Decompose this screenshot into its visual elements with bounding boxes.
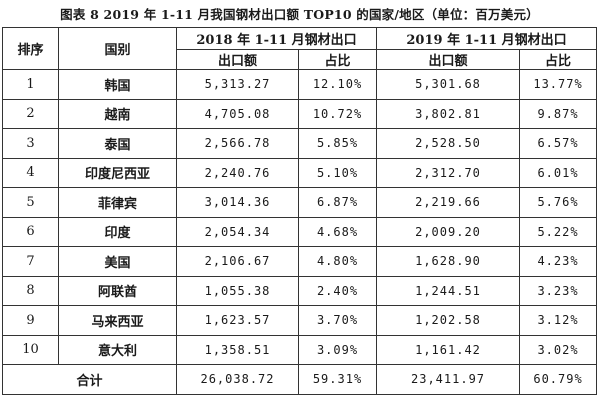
- steel-export-table: 排序 国别 2018 年 1-11 月钢材出口 2019 年 1-11 月钢材出…: [2, 27, 598, 395]
- export-2018-cell: 2,566.78: [176, 128, 299, 159]
- header-country: 国别: [58, 27, 177, 70]
- export-2018-cell: 3,014.36: [176, 187, 299, 218]
- total-export-2019: 23,411.97: [376, 364, 521, 395]
- export-2018-cell: 2,054.34: [176, 216, 299, 247]
- table-row: 9 马来西亚 1,623.57 3.70% 1,202.58 3.12%: [2, 305, 598, 336]
- share-2019-cell: 3.12%: [519, 305, 598, 336]
- table-row: 3 泰国 2,566.78 5.85% 2,528.50 6.57%: [2, 128, 598, 159]
- total-export-2018: 26,038.72: [176, 364, 299, 395]
- export-2018-cell: 2,240.76: [176, 157, 299, 188]
- country-cell: 阿联酋: [58, 275, 177, 306]
- header-rank: 排序: [2, 27, 59, 70]
- table-row: 1 韩国 5,313.27 12.10% 5,301.68 13.77%: [2, 69, 598, 100]
- share-2019-cell: 4.23%: [519, 246, 598, 277]
- share-2019-cell: 6.57%: [519, 128, 598, 159]
- total-share-2019: 60.79%: [519, 364, 598, 395]
- header-export-2018: 出口额: [176, 49, 299, 70]
- table-row: 7 美国 2,106.67 4.80% 1,628.90 4.23%: [2, 246, 598, 277]
- header-share-2018: 占比: [297, 49, 378, 70]
- export-2019-cell: 2,312.70: [376, 157, 521, 188]
- header-export-2019: 出口额: [376, 49, 521, 70]
- total-row: 合计 26,038.72 59.31% 23,411.97 60.79%: [2, 364, 598, 395]
- table-row: 5 菲律宾 3,014.36 6.87% 2,219.66 5.76%: [2, 187, 598, 218]
- country-cell: 马来西亚: [58, 305, 177, 336]
- export-2018-cell: 1,358.51: [176, 334, 299, 365]
- table-row: 4 印度尼西亚 2,240.76 5.10% 2,312.70 6.01%: [2, 157, 598, 188]
- export-2018-cell: 5,313.27: [176, 69, 299, 100]
- table-row: 2 越南 4,705.08 10.72% 3,802.81 9.87%: [2, 98, 598, 129]
- rank-cell: 7: [2, 246, 59, 277]
- share-2018-cell: 4.68%: [297, 216, 378, 247]
- rank-cell: 9: [2, 305, 59, 336]
- table-row: 10 意大利 1,358.51 3.09% 1,161.42 3.02%: [2, 334, 598, 365]
- export-2019-cell: 1,244.51: [376, 275, 521, 306]
- share-2018-cell: 12.10%: [297, 69, 378, 100]
- export-2019-cell: 3,802.81: [376, 98, 521, 129]
- rank-cell: 3: [2, 128, 59, 159]
- export-2019-cell: 1,628.90: [376, 246, 521, 277]
- rank-cell: 10: [2, 334, 59, 365]
- rank-cell: 2: [2, 98, 59, 129]
- share-2018-cell: 2.40%: [297, 275, 378, 306]
- share-2019-cell: 3.23%: [519, 275, 598, 306]
- total-share-2018: 59.31%: [297, 364, 378, 395]
- table-caption: 图表 8 2019 年 1-11 月我国钢材出口额 TOP10 的国家/地区（单…: [60, 7, 539, 22]
- share-2018-cell: 6.87%: [297, 187, 378, 218]
- share-2019-cell: 6.01%: [519, 157, 598, 188]
- country-cell: 意大利: [58, 334, 177, 365]
- share-2018-cell: 3.09%: [297, 334, 378, 365]
- rank-cell: 5: [2, 187, 59, 218]
- country-cell: 菲律宾: [58, 187, 177, 218]
- country-cell: 印度: [58, 216, 177, 247]
- export-2019-cell: 2,009.20: [376, 216, 521, 247]
- header-period-2018: 2018 年 1-11 月钢材出口: [175, 27, 378, 50]
- export-2019-cell: 5,301.68: [376, 69, 521, 100]
- share-2019-cell: 5.22%: [519, 216, 598, 247]
- share-2018-cell: 10.72%: [297, 98, 378, 129]
- share-2019-cell: 9.87%: [519, 98, 598, 129]
- rank-cell: 8: [2, 275, 59, 306]
- share-2019-cell: 13.77%: [519, 69, 598, 100]
- export-2019-cell: 1,202.58: [376, 305, 521, 336]
- country-cell: 越南: [58, 98, 177, 129]
- country-cell: 美国: [58, 246, 177, 277]
- share-2018-cell: 4.80%: [297, 246, 378, 277]
- export-2019-cell: 1,161.42: [376, 334, 521, 365]
- total-label: 合计: [2, 364, 177, 395]
- country-cell: 韩国: [58, 69, 177, 100]
- country-cell: 泰国: [58, 128, 177, 159]
- share-2019-cell: 5.76%: [519, 187, 598, 218]
- share-2018-cell: 5.85%: [297, 128, 378, 159]
- table-row: 8 阿联酋 1,055.38 2.40% 1,244.51 3.23%: [2, 275, 598, 306]
- export-2018-cell: 4,705.08: [176, 98, 299, 129]
- export-2018-cell: 2,106.67: [176, 246, 299, 277]
- rank-cell: 4: [2, 157, 59, 188]
- export-2019-cell: 2,219.66: [376, 187, 521, 218]
- table-row: 6 印度 2,054.34 4.68% 2,009.20 5.22%: [2, 216, 598, 247]
- header-period-2019: 2019 年 1-11 月钢材出口: [376, 27, 598, 50]
- header-share-2019: 占比: [519, 49, 598, 70]
- share-2018-cell: 5.10%: [297, 157, 378, 188]
- export-2019-cell: 2,528.50: [376, 128, 521, 159]
- country-cell: 印度尼西亚: [58, 157, 177, 188]
- rank-cell: 6: [2, 216, 59, 247]
- export-2018-cell: 1,055.38: [176, 275, 299, 306]
- share-2018-cell: 3.70%: [297, 305, 378, 336]
- share-2019-cell: 3.02%: [519, 334, 598, 365]
- export-2018-cell: 1,623.57: [176, 305, 299, 336]
- rank-cell: 1: [2, 69, 59, 100]
